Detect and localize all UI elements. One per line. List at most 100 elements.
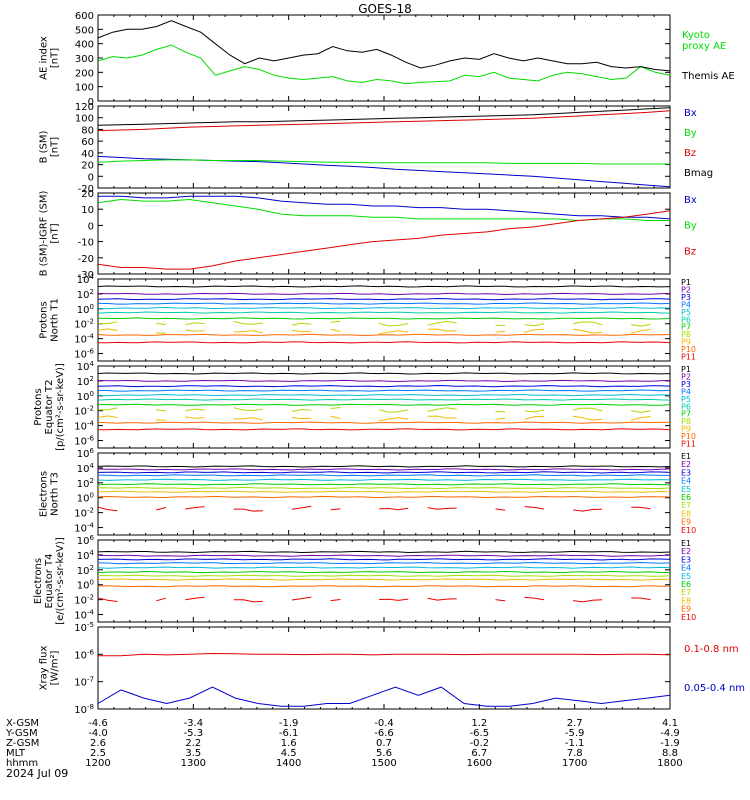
y-axis-label: Equator T2 bbox=[44, 380, 55, 435]
legend-e1: E1 bbox=[681, 539, 691, 548]
x-row-value: 1400 bbox=[276, 758, 301, 769]
y-tick-label: 100 bbox=[75, 83, 94, 94]
x-row-value: 2.7 bbox=[567, 718, 583, 729]
series-line-e4 bbox=[97, 474, 671, 477]
series-line-p7 bbox=[98, 403, 671, 406]
panel-et4: 10-4 10-2 100 102 104 106 Electrons Equator T4[… bbox=[33, 534, 696, 625]
y-tick-label: 100 bbox=[75, 114, 94, 125]
series-line-p8 bbox=[98, 321, 670, 326]
x-row-value: 7.8 bbox=[567, 748, 583, 759]
y-tick-label: 10-7 bbox=[74, 676, 94, 689]
y-tick-label: 0 bbox=[88, 172, 94, 183]
panel-pt1: 10-6 10-4 10-2 100 102 104 Protons North T1 P1P2… bbox=[39, 273, 697, 362]
series-line-p5 bbox=[97, 306, 671, 310]
y-tick-label: 400 bbox=[75, 40, 94, 51]
x-row-value: -1.1 bbox=[565, 738, 585, 749]
legend-e2: E2 bbox=[681, 547, 691, 556]
y-tick-label: 10-8 bbox=[74, 703, 94, 716]
y-tick-label: 102 bbox=[77, 564, 94, 577]
y-tick-label: 100 bbox=[77, 579, 94, 592]
legend-e2: E2 bbox=[681, 460, 691, 469]
series-line-e1 bbox=[97, 550, 671, 554]
legend-kyoto-proxy-ae: proxy AE bbox=[682, 41, 726, 52]
legend-kyoto-proxy-ae: Kyoto bbox=[682, 30, 710, 41]
series-line-p7 bbox=[97, 317, 671, 320]
y-axis-label: Protons bbox=[39, 301, 50, 338]
series-line-bz bbox=[97, 110, 671, 132]
legend-e3: E3 bbox=[681, 555, 691, 564]
panel-bigrf: -30 -20 -10 0 10 20 B (SM)-IGRF (SM) [nT] Bx By Bz bbox=[39, 189, 697, 281]
legend-e6: E6 bbox=[681, 580, 691, 589]
series-line-p2 bbox=[97, 379, 671, 383]
legend-e5: E5 bbox=[681, 572, 691, 581]
y-axis-label: North T3 bbox=[50, 472, 61, 516]
series-line-p2 bbox=[97, 292, 671, 296]
series-line-e10 bbox=[98, 597, 670, 602]
panel-frame bbox=[97, 452, 671, 536]
x-row-value: -3.4 bbox=[184, 718, 204, 729]
x-row-value: 1600 bbox=[467, 758, 492, 769]
y-tick-label: 102 bbox=[77, 288, 94, 301]
x-row-value: 2.6 bbox=[90, 738, 106, 749]
series-line-p1 bbox=[97, 285, 671, 288]
y-tick-label: 10-2 bbox=[74, 405, 94, 418]
x-row-value: 1700 bbox=[562, 758, 587, 769]
y-tick-label: 200 bbox=[75, 68, 94, 79]
y-tick-label: 100 bbox=[77, 492, 94, 505]
legend-p4: P4 bbox=[681, 387, 691, 396]
x-row-value: -6.6 bbox=[374, 728, 394, 739]
y-axis-label: [e/(cm²-s-sr-keV)] bbox=[55, 537, 66, 625]
y-tick-label: 10-2 bbox=[74, 594, 94, 607]
legend-p2: P2 bbox=[681, 372, 691, 381]
x-row-value: -1.9 bbox=[279, 718, 299, 729]
y-tick-label: 300 bbox=[75, 54, 94, 65]
legend-p1: P1 bbox=[681, 365, 691, 374]
legend-0-05-0-4-nm: 0.05-0.4 nm bbox=[684, 683, 745, 694]
legend-e8: E8 bbox=[681, 509, 691, 518]
series-line-e5 bbox=[97, 478, 671, 481]
y-tick-label: 10-4 bbox=[74, 333, 94, 346]
y-tick-label: 10-6 bbox=[74, 648, 94, 661]
series-line-p11 bbox=[98, 428, 671, 431]
x-row-value: -6.5 bbox=[470, 728, 490, 739]
legend-e6: E6 bbox=[681, 493, 691, 502]
legend-e10: E10 bbox=[681, 526, 696, 535]
y-tick-label: 10-6 bbox=[74, 435, 94, 448]
y-tick-label: -30 bbox=[78, 270, 94, 281]
panel-ae: 0 100 200 300 400 500 600 AE index [nT] Kyotoprox… bbox=[39, 11, 735, 108]
y-tick-label: 80 bbox=[81, 125, 94, 136]
x-row-value: -5.9 bbox=[565, 728, 585, 739]
legend-p8: P8 bbox=[681, 330, 691, 339]
legend-p11: P11 bbox=[681, 440, 696, 449]
legend-by: By bbox=[684, 221, 697, 232]
y-tick-label: 600 bbox=[75, 11, 94, 22]
legend-p10: P10 bbox=[681, 432, 696, 441]
series-line-by bbox=[97, 198, 670, 222]
y-tick-label: 104 bbox=[77, 549, 95, 562]
y-tick-label: 100 bbox=[77, 390, 94, 403]
date-label: 2024 Jul 09 bbox=[6, 767, 68, 780]
series-line-p8 bbox=[98, 408, 670, 413]
y-tick-label: 104 bbox=[77, 360, 95, 373]
series-line-e10 bbox=[98, 506, 670, 511]
y-axis-label: Electrons bbox=[33, 558, 44, 604]
series-line-p11 bbox=[98, 341, 671, 344]
panel-frame bbox=[97, 278, 671, 362]
series-line-bmag bbox=[97, 107, 671, 126]
x-row-value: 8.8 bbox=[662, 748, 678, 759]
x-row-value: -0.4 bbox=[374, 718, 394, 729]
legend-p6: P6 bbox=[681, 402, 691, 411]
legend-0-1-0-8-nm: 0.1-0.8 nm bbox=[684, 644, 739, 655]
series-line-p4 bbox=[97, 302, 671, 305]
legend-bz: Bz bbox=[684, 246, 696, 257]
panel-frame bbox=[97, 626, 671, 710]
legend-p5: P5 bbox=[681, 308, 691, 317]
legend-p10: P10 bbox=[681, 345, 696, 354]
y-tick-label: 10-4 bbox=[74, 522, 94, 535]
legend-bx: Bx bbox=[684, 195, 697, 206]
y-tick-label: 10-4 bbox=[74, 609, 94, 622]
y-axis-label: B (SM) bbox=[39, 130, 50, 163]
y-tick-label: 500 bbox=[75, 25, 94, 36]
